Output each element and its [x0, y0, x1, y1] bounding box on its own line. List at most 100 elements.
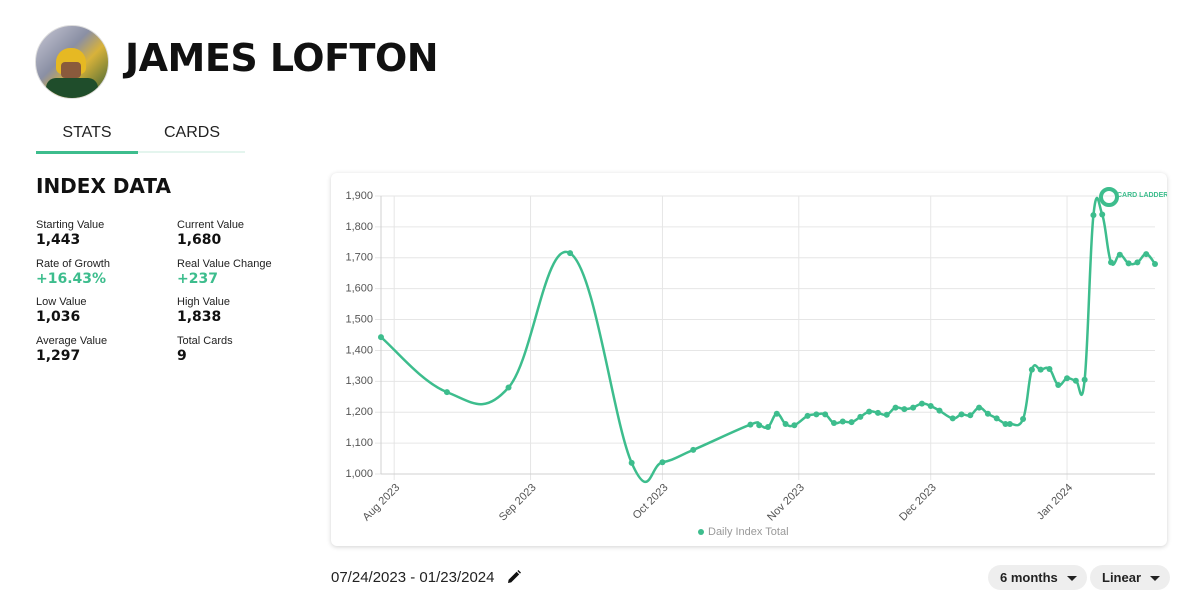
tab[interactable]: STATS: [62, 124, 112, 141]
avatar: [35, 25, 109, 99]
stat-label: Real Value Change: [177, 257, 272, 270]
stat-value: 1,443: [36, 232, 81, 248]
point: [984, 410, 991, 417]
edit-icon[interactable]: [506, 569, 522, 585]
stat-label: High Value: [177, 296, 230, 308]
point: [443, 389, 450, 396]
point: [1143, 251, 1150, 258]
legend-label: Daily Index Total: [708, 526, 789, 538]
x-tick-label: Nov 2023: [765, 482, 807, 524]
stat-label: Starting Value: [36, 219, 105, 231]
point: [628, 459, 635, 466]
stat-value: 1,297: [36, 347, 81, 364]
stat-label: Low Value: [36, 296, 87, 308]
stat-label: Average Value: [36, 334, 108, 347]
point: [1028, 366, 1035, 373]
point: [857, 413, 864, 420]
point: [747, 421, 754, 428]
stat-value: 1,680: [177, 232, 222, 248]
point: [927, 403, 934, 410]
date-range: 07/24/2023 - 01/23/2024: [331, 569, 495, 586]
y-tick-label: 1,800: [345, 221, 373, 233]
point: [659, 459, 666, 466]
stat-value: 1,036: [36, 309, 81, 325]
scale-select[interactable]: Linear: [1090, 565, 1171, 590]
stat: Starting Value 1,443: [36, 219, 104, 248]
stat-label: Total Cards: [177, 334, 233, 347]
stat-value: +16.43%: [36, 270, 107, 287]
point: [773, 410, 780, 417]
stat: Real Value Change +237: [177, 258, 272, 287]
point: [866, 408, 873, 415]
player-name: JAMES LOFTON: [125, 36, 439, 80]
point: [822, 411, 829, 418]
chart-card: 1,000 1,100 1,200 1,300 1,400 1,500 1,600 1,700…: [331, 173, 1167, 546]
point: [830, 420, 837, 427]
point: [1090, 212, 1097, 219]
y-tick-label: 1,500: [345, 313, 373, 325]
point: [1046, 365, 1053, 372]
point: [1134, 259, 1141, 266]
tab[interactable]: CARDS: [163, 124, 220, 141]
chart: 1,000 1,100 1,200 1,300 1,400 1,500 1,600 1,700…: [345, 187, 1167, 538]
point: [848, 419, 855, 426]
logo-text: CARD LADDER: [1117, 192, 1167, 199]
stat: Low Value 1,036: [36, 296, 87, 325]
y-tick-label: 1,300: [345, 375, 373, 387]
point: [1072, 377, 1079, 384]
stat: Current Value 1,680: [177, 219, 244, 248]
stat-value: +237: [177, 270, 218, 287]
point: [1002, 420, 1009, 427]
logo: [1099, 187, 1119, 207]
point: [1020, 416, 1027, 423]
point: [690, 446, 697, 453]
point: [1116, 251, 1123, 258]
stat-label: Rate of Growth: [36, 257, 110, 270]
point: [1099, 211, 1106, 218]
point: [782, 420, 789, 427]
point: [901, 406, 908, 413]
legend-marker: [698, 529, 704, 535]
point: [1125, 260, 1132, 267]
x-tick-label: Oct 2023: [631, 482, 671, 522]
point: [1006, 420, 1013, 427]
y-tick-label: 1,700: [345, 252, 373, 264]
stat-value: 1,838: [177, 309, 222, 325]
point: [883, 411, 890, 418]
point: [804, 412, 811, 419]
point: [567, 250, 574, 257]
stat: Average Value 1,297: [36, 335, 107, 364]
y-tick-label: 1,900: [345, 190, 373, 202]
y-tick-label: 1,000: [345, 468, 373, 480]
y-tick-label: 1,400: [345, 344, 373, 356]
point: [976, 404, 983, 411]
tab-indicator: [36, 151, 138, 154]
stat: Total Cards 9: [177, 335, 233, 364]
point: [967, 412, 974, 419]
period-select[interactable]: 6 months: [988, 565, 1087, 590]
stat: High Value 1,838: [177, 296, 230, 325]
stat-label: Current Value: [177, 219, 245, 231]
point: [892, 404, 899, 411]
point: [1081, 376, 1088, 383]
point: [813, 411, 820, 418]
y-tick-label: 1,600: [345, 283, 373, 295]
tab-track: [36, 151, 245, 153]
point: [993, 415, 1000, 422]
stat: Rate of Growth +16.43%: [36, 258, 110, 287]
point: [1064, 375, 1071, 382]
x-tick-label: Dec 2023: [897, 482, 939, 524]
x-tick-label: Jan 2024: [1035, 482, 1075, 522]
point: [839, 418, 846, 425]
y-tick-label: 1,200: [345, 406, 373, 418]
line: [380, 196, 1156, 483]
x-tick-label: Aug 2023: [361, 482, 403, 524]
point: [765, 424, 771, 431]
point: [918, 400, 925, 407]
point: [505, 384, 512, 391]
point: [958, 411, 965, 418]
point: [910, 404, 917, 411]
point: [949, 415, 956, 422]
point: [1152, 260, 1158, 267]
